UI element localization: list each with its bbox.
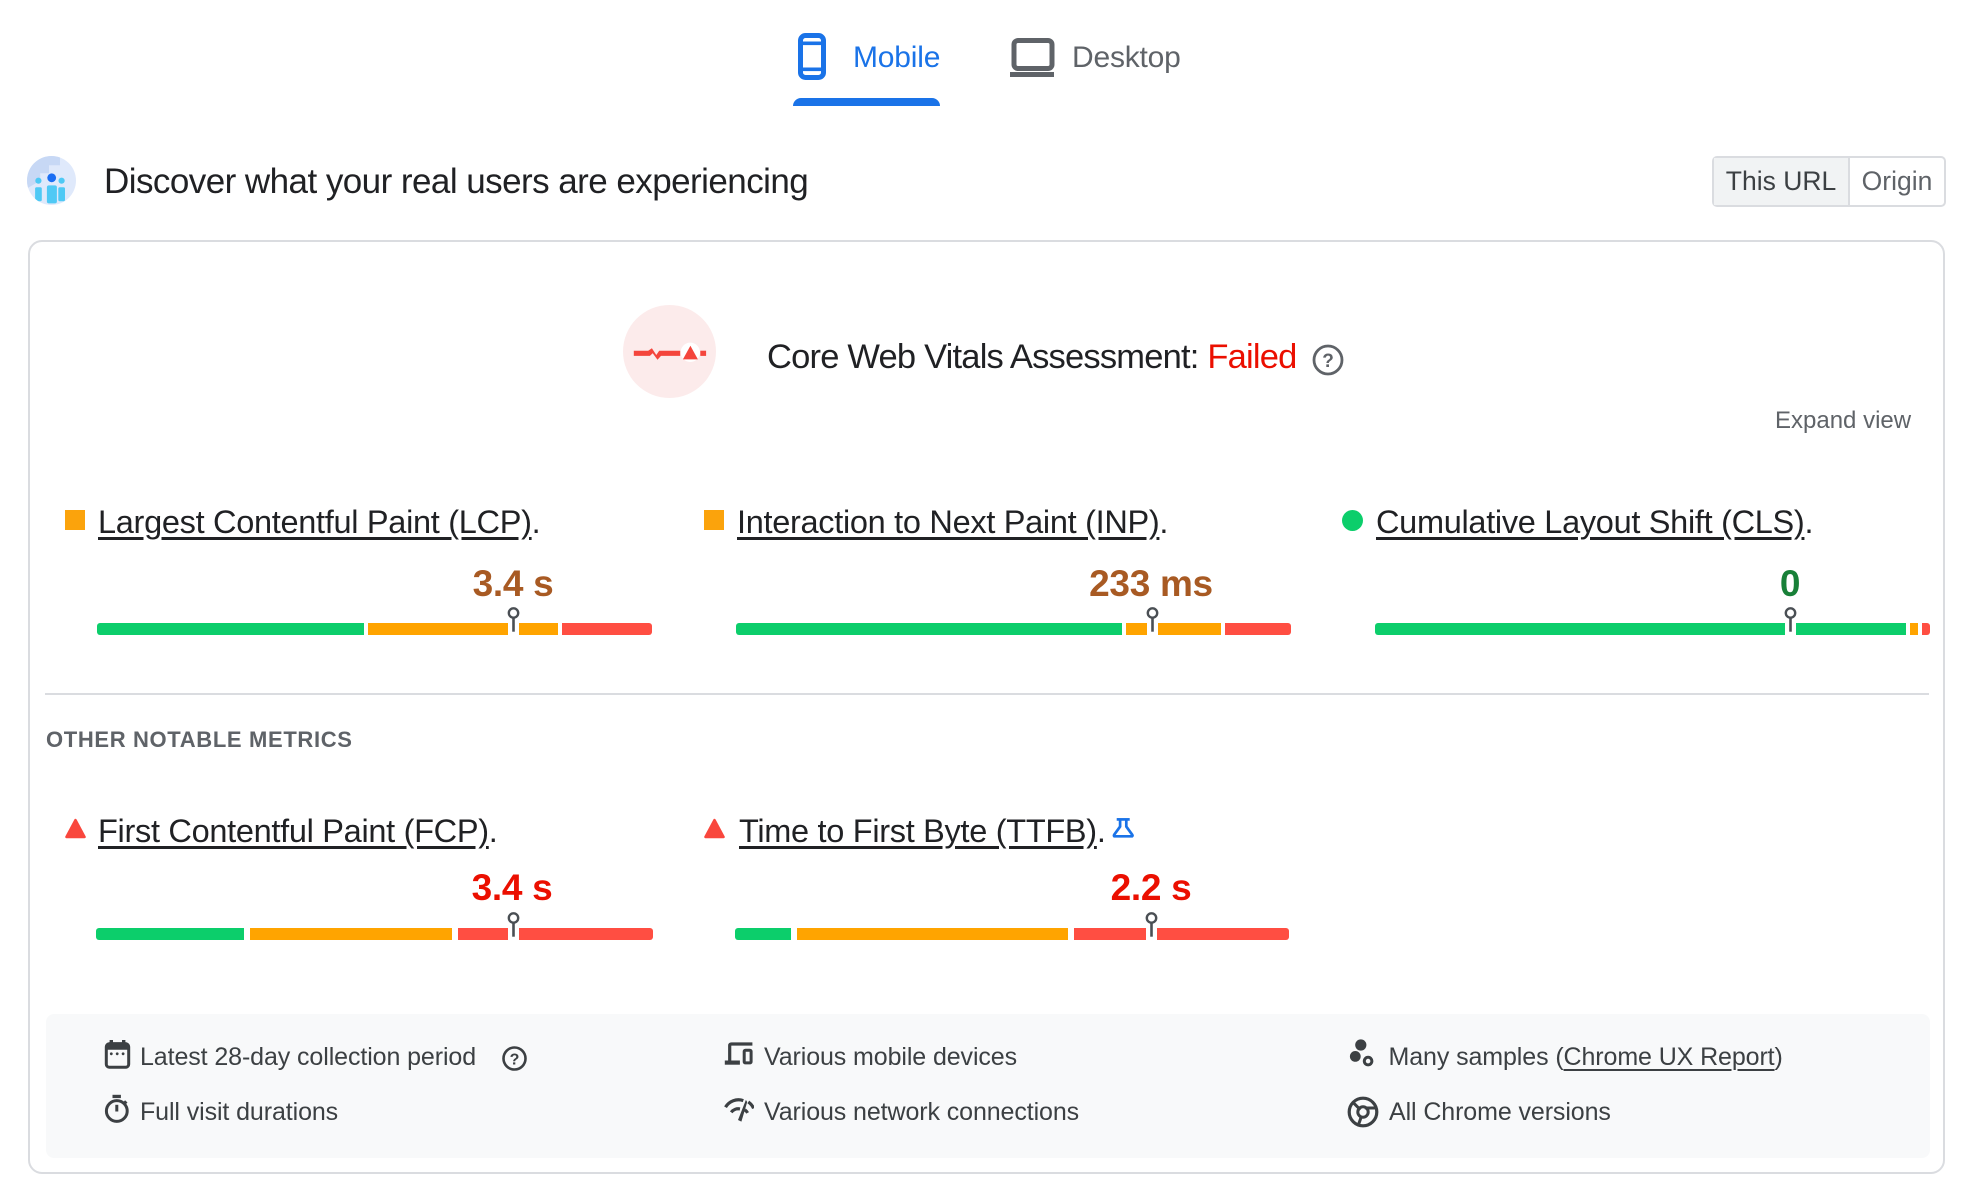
svg-text:?: ? [510,1052,520,1069]
svg-text:?: ? [1322,351,1334,372]
